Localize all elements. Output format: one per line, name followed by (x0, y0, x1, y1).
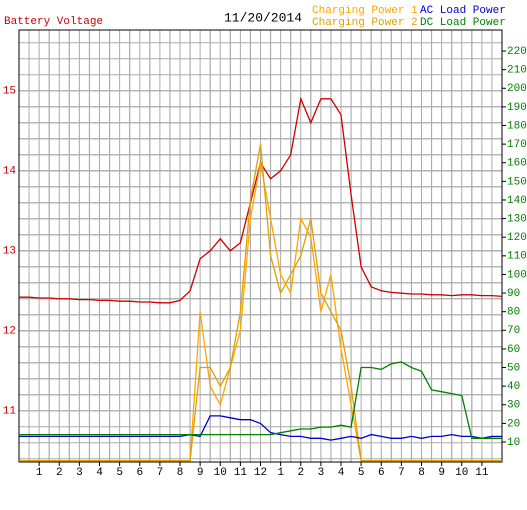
y2-tick-label: 10 (507, 437, 520, 449)
y2-tick-label: 180 (507, 120, 527, 132)
x-tick-label: 8 (177, 467, 184, 479)
y2-tick-label: 90 (507, 288, 520, 300)
x-tick-label: 5 (116, 467, 123, 479)
y2-tick-label: 220 (507, 46, 527, 58)
y2-tick-label: 190 (507, 102, 527, 114)
chart-title: 11/20/2014 (224, 10, 302, 25)
x-tick-label: 1 (277, 467, 284, 479)
x-tick-label: 4 (338, 467, 345, 479)
y2-tick-label: 30 (507, 400, 520, 412)
x-tick-label: 12 (254, 467, 267, 479)
y2-tick-label: 70 (507, 325, 520, 337)
x-tick-label: 10 (214, 467, 227, 479)
y-tick-label: 13 (3, 246, 16, 258)
y2-tick-label: 40 (507, 381, 520, 393)
plot-border (18, 29, 503, 463)
x-tick-label: 4 (96, 467, 103, 479)
legend-label: DC Load Power (420, 17, 506, 29)
y-tick-label: 14 (3, 166, 17, 178)
x-tick-label: 3 (76, 467, 83, 479)
y2-tick-label: 20 (507, 418, 520, 430)
x-tick-label: 10 (455, 467, 468, 479)
x-tick-label: 9 (197, 467, 204, 479)
legend-label: Battery Voltage (4, 16, 103, 28)
y2-tick-label: 160 (507, 158, 527, 170)
y-tick-label: 12 (3, 326, 16, 338)
y2-tick-label: 210 (507, 65, 527, 77)
y2-tick-label: 110 (507, 251, 527, 263)
x-tick-label: 2 (297, 467, 304, 479)
y2-tick-label: 50 (507, 362, 520, 374)
x-tick-label: 9 (438, 467, 445, 479)
x-tick-label: 1 (36, 467, 43, 479)
y-tick-label: 15 (3, 86, 16, 98)
x-tick-label: 7 (398, 467, 405, 479)
y2-tick-label: 60 (507, 344, 520, 356)
x-tick-label: 11 (234, 467, 248, 479)
y-tick-label: 11 (3, 406, 17, 418)
x-tick-label: 8 (418, 467, 425, 479)
x-tick-label: 11 (475, 467, 489, 479)
x-tick-label: 5 (358, 467, 365, 479)
y2-tick-label: 120 (507, 232, 527, 244)
y2-tick-label: 140 (507, 195, 527, 207)
x-tick-label: 7 (157, 467, 164, 479)
x-tick-label: 6 (378, 467, 385, 479)
legend-label: Charging Power 2 (312, 17, 418, 29)
y2-tick-label: 80 (507, 307, 520, 319)
x-tick-label: 3 (318, 467, 325, 479)
series-line (19, 415, 502, 441)
x-tick-label: 6 (136, 467, 143, 479)
legend-label: Charging Power 1 (312, 5, 418, 17)
series-line (19, 143, 502, 462)
y2-tick-label: 150 (507, 176, 527, 188)
y2-tick-label: 200 (507, 83, 527, 95)
x-tick-label: 2 (56, 467, 63, 479)
legend-label: AC Load Power (420, 5, 506, 17)
y2-tick-label: 100 (507, 269, 527, 281)
series-line (19, 361, 502, 439)
y2-tick-label: 130 (507, 214, 527, 226)
y2-tick-label: 170 (507, 139, 527, 151)
